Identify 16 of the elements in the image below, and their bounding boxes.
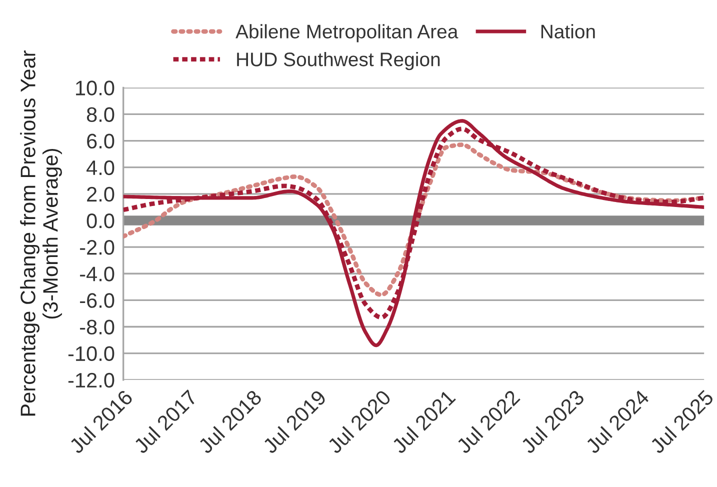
y-tick-label: -12.0 xyxy=(68,372,114,388)
y-tick-label: 2.0 xyxy=(87,186,114,202)
y-tick-label: -6.0 xyxy=(80,293,114,308)
y-tick-label: 4.0 xyxy=(86,160,114,176)
y-tick-label: 0.0 xyxy=(86,213,114,228)
y-tick-label: 8.0 xyxy=(86,107,114,122)
legend-label: Nation xyxy=(541,24,595,38)
y-tick-label: -8.0 xyxy=(80,320,114,334)
y-tick-label: -2.0 xyxy=(80,240,114,255)
y-tick-label: -10.0 xyxy=(68,346,114,362)
legend-label: Abilene Metropolitan Area xyxy=(236,24,458,42)
y-tick-label: -4.0 xyxy=(80,266,114,282)
legend-label: HUD Southwest Region xyxy=(237,52,440,70)
y-tick-label: 6.0 xyxy=(87,134,114,149)
y-tick-label: 10.0 xyxy=(76,80,114,96)
y-axis-title: Percentage Change from Previous Year (3-Month Average) xyxy=(20,50,62,416)
